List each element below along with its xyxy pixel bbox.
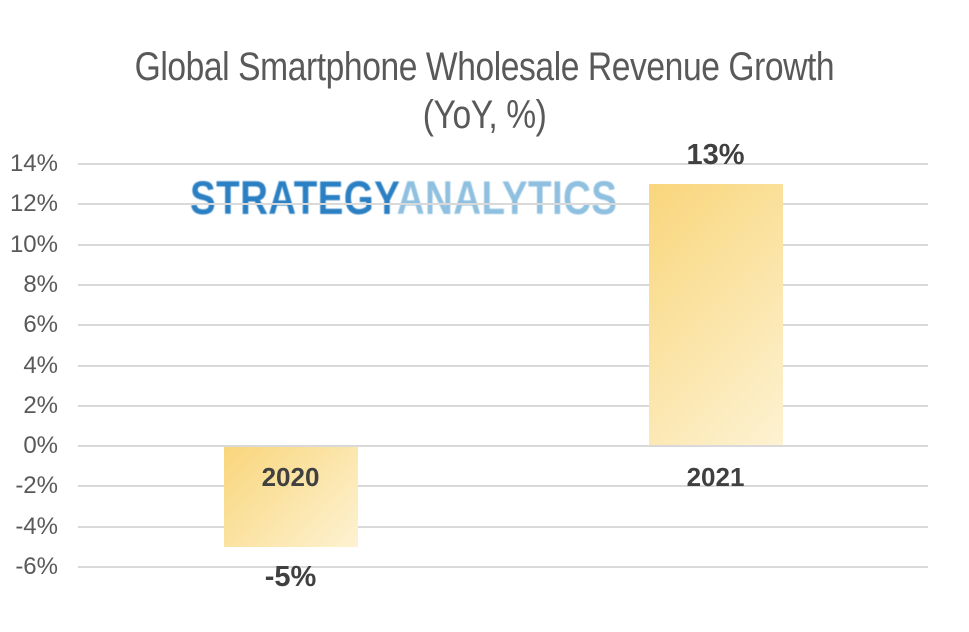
logo-text-analytics: ANALYTICS xyxy=(396,171,618,224)
gridline xyxy=(78,283,928,286)
chart-subtitle-text: (YoY, %) xyxy=(422,93,547,137)
bar-2020 xyxy=(223,447,358,547)
logo-text-strategy: STRATEGY xyxy=(190,171,397,224)
value-label-2020: -5% xyxy=(264,560,317,593)
chart-subtitle: (YoY, %) xyxy=(0,92,969,138)
gridline xyxy=(78,243,928,246)
y-axis-tick-label: 2% xyxy=(23,391,58,419)
gridline xyxy=(78,364,928,367)
chart-title-text: Global Smartphone Wholesale Revenue Grow… xyxy=(134,45,835,89)
y-axis-tick-label: -4% xyxy=(15,512,58,540)
y-axis-tick-label: 14% xyxy=(9,150,58,177)
y-axis-tick-label: -2% xyxy=(15,472,58,500)
chart-title: Global Smartphone Wholesale Revenue Grow… xyxy=(0,44,969,90)
gridline xyxy=(78,566,928,568)
gridline xyxy=(78,525,928,528)
y-axis-tick-label: 10% xyxy=(9,230,58,258)
gridline xyxy=(78,445,928,448)
gridline xyxy=(78,485,928,488)
category-label-2021: 2021 xyxy=(686,462,745,493)
y-axis-tick-label: 8% xyxy=(23,270,58,298)
y-axis-tick-label: 0% xyxy=(23,432,58,460)
gridline xyxy=(78,163,928,165)
y-axis-tick-label: 12% xyxy=(9,190,58,218)
value-label-2021: 13% xyxy=(686,139,745,172)
gridline xyxy=(78,404,928,407)
gridline xyxy=(78,324,928,327)
strategy-analytics-logo: STRATEGYANALYTICS xyxy=(190,174,617,221)
y-axis-tick-label: -6% xyxy=(15,553,58,580)
y-axis-tick-label: 6% xyxy=(23,311,58,339)
gridline xyxy=(78,203,928,206)
y-axis-tick-label: 4% xyxy=(23,351,58,379)
category-label-2020: 2020 xyxy=(261,462,320,493)
bar-2021 xyxy=(648,184,783,446)
